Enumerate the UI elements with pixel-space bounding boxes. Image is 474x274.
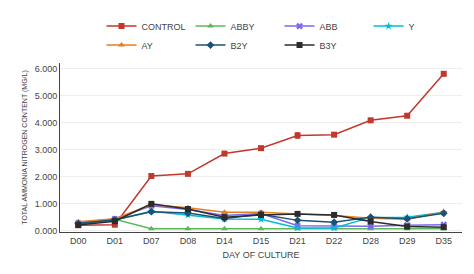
svg-text:D14: D14 <box>216 236 233 246</box>
svg-text:6.000: 6.000 <box>35 64 58 74</box>
svg-text:D01: D01 <box>107 236 124 246</box>
svg-text:5.000: 5.000 <box>35 91 58 101</box>
svg-text:DAY OF CULTURE: DAY OF CULTURE <box>222 250 299 260</box>
svg-text:D22: D22 <box>326 236 343 246</box>
svg-text:2.000: 2.000 <box>35 172 58 182</box>
svg-text:D08: D08 <box>180 236 197 246</box>
svg-text:AY: AY <box>142 41 153 51</box>
svg-text:4.000: 4.000 <box>35 118 58 128</box>
svg-text:CONTROL: CONTROL <box>142 22 186 32</box>
svg-text:Y: Y <box>409 22 415 32</box>
svg-text:D29: D29 <box>399 236 416 246</box>
svg-text:D00: D00 <box>70 236 87 246</box>
svg-text:D07: D07 <box>143 236 160 246</box>
svg-text:TOTAL AMMONIA NITROGEN CONTENT: TOTAL AMMONIA NITROGEN CONTENT (MG/L) <box>21 70 29 225</box>
svg-text:D28: D28 <box>362 236 379 246</box>
svg-text:1.000: 1.000 <box>35 199 58 209</box>
svg-text:ABB: ABB <box>320 22 338 32</box>
svg-text:D35: D35 <box>435 236 452 246</box>
svg-text:B3Y: B3Y <box>320 41 337 51</box>
svg-text:D15: D15 <box>253 236 270 246</box>
svg-text:B2Y: B2Y <box>231 41 248 51</box>
svg-text:3.000: 3.000 <box>35 145 58 155</box>
svg-text:D21: D21 <box>289 236 306 246</box>
svg-text:ABBY: ABBY <box>231 22 255 32</box>
svg-text:0.000: 0.000 <box>35 226 58 236</box>
